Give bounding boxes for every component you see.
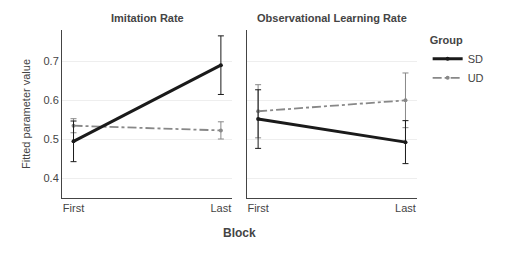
svg-text:Last: Last <box>395 202 416 214</box>
svg-text:First: First <box>63 202 84 214</box>
svg-text:SD: SD <box>468 53 483 65</box>
svg-text:UD: UD <box>468 72 484 84</box>
svg-text:First: First <box>247 202 268 214</box>
svg-text:0.5: 0.5 <box>44 133 59 145</box>
svg-text:0.4: 0.4 <box>44 172 59 184</box>
svg-text:0.7: 0.7 <box>44 55 59 67</box>
svg-text:Imitation Rate: Imitation Rate <box>111 12 184 24</box>
svg-text:Block: Block <box>223 226 256 240</box>
svg-text:Fitted parameter value: Fitted parameter value <box>20 59 32 169</box>
svg-text:Last: Last <box>210 202 231 214</box>
svg-text:Group: Group <box>430 34 463 46</box>
svg-text:Observational Learning Rate: Observational Learning Rate <box>257 12 407 24</box>
svg-text:0.6: 0.6 <box>44 94 59 106</box>
